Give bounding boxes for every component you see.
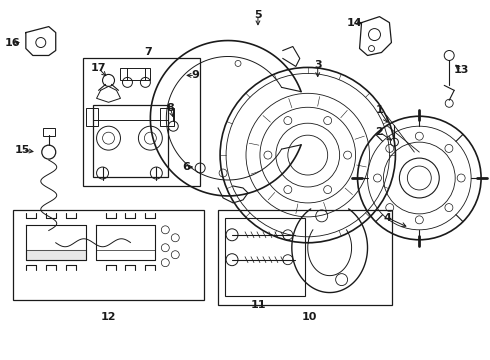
Text: 10: 10: [302, 312, 318, 323]
Bar: [86, 108, 98, 126]
Text: 1: 1: [376, 105, 383, 115]
Bar: [160, 108, 174, 126]
Bar: [13, 210, 204, 300]
Text: 15: 15: [15, 145, 30, 155]
Text: 5: 5: [254, 10, 262, 20]
Text: 6: 6: [182, 162, 190, 172]
Text: 11: 11: [250, 300, 266, 310]
Text: 13: 13: [453, 66, 469, 76]
Bar: [121, 68, 150, 80]
Bar: [218, 210, 392, 305]
Text: 4: 4: [384, 213, 392, 223]
Text: 8: 8: [167, 103, 174, 113]
Text: 16: 16: [5, 37, 21, 48]
Bar: [93, 105, 168, 177]
Text: 17: 17: [91, 63, 106, 73]
Bar: [225, 218, 305, 296]
Text: 12: 12: [101, 312, 116, 323]
Bar: [43, 128, 55, 136]
Text: 14: 14: [347, 18, 363, 28]
Text: 2: 2: [376, 127, 383, 137]
Bar: [83, 58, 200, 186]
Text: 9: 9: [191, 71, 199, 80]
Text: 3: 3: [314, 60, 321, 71]
Text: 7: 7: [145, 48, 152, 58]
